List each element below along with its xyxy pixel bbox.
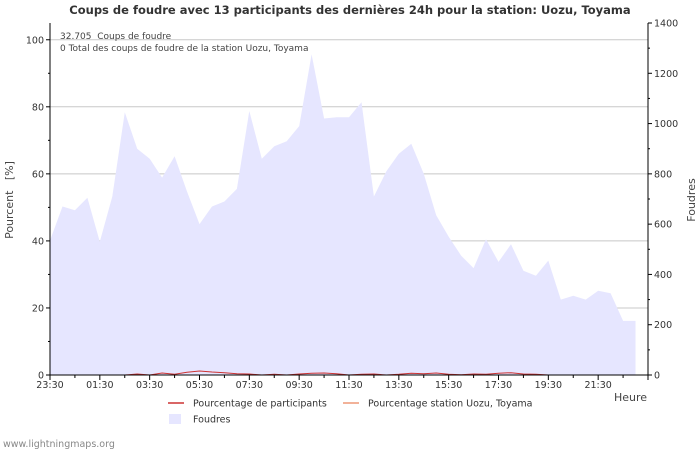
x-tick-label: 19:30	[535, 380, 562, 391]
legend-label: Pourcentage station Uozu, Toyama	[368, 399, 533, 410]
y-axis-label-right: Foudres	[685, 178, 698, 222]
legend-swatch	[169, 414, 181, 424]
legend-item-0: Pourcentage de participants	[168, 399, 327, 410]
x-tick-label: 21:30	[584, 380, 611, 391]
legend-item-2: Foudres	[169, 414, 231, 426]
y-tick-label-left: 80	[32, 102, 44, 113]
y-tick-label-right: 200	[654, 320, 672, 331]
y-tick-label-left: 60	[32, 169, 44, 180]
x-tick-label: 11:30	[335, 380, 362, 391]
y-tick-label-right: 600	[654, 220, 672, 231]
x-tick-label: 23:30	[36, 380, 63, 391]
y-tick-label-left: 0	[38, 371, 44, 382]
footer-watermark: www.lightningmaps.org	[3, 439, 115, 450]
legend-item-1: Pourcentage station Uozu, Toyama	[343, 399, 533, 410]
y-tick-label-right: 0	[654, 371, 660, 382]
x-tick-label: 05:30	[186, 380, 213, 391]
y-tick-label-right: 1000	[654, 119, 678, 130]
x-tick-label: 17:30	[485, 380, 512, 391]
y-tick-label-right: 1200	[654, 69, 678, 80]
y-tick-label-left: 100	[26, 35, 44, 46]
y-tick-label-right: 1400	[654, 19, 678, 30]
y-axis-label-left: Pourcent [%]	[3, 161, 16, 239]
x-axis-label: Heure	[614, 391, 647, 404]
annotation-strikes: 32.705 Coups de foudre	[60, 32, 172, 42]
legend-label: Foudres	[193, 415, 231, 426]
series-foudres-area	[50, 54, 636, 376]
y-tick-label-right: 400	[654, 270, 672, 281]
annotation-station-total: 0 Total des coups de foudre de la statio…	[60, 44, 308, 54]
x-tick-label: 07:30	[236, 380, 263, 391]
y-tick-label-right: 800	[654, 169, 672, 180]
x-tick-label: 09:30	[285, 380, 312, 391]
x-tick-label: 01:30	[86, 380, 113, 391]
x-tick-label: 15:30	[435, 380, 462, 391]
y-tick-label-left: 40	[32, 236, 44, 247]
y-tick-label-left: 20	[32, 303, 44, 314]
chart-title: Coups de foudre avec 13 participants des…	[69, 3, 630, 17]
x-tick-label: 13:30	[385, 380, 412, 391]
legend-label: Pourcentage de participants	[193, 399, 327, 410]
x-tick-label: 03:30	[136, 380, 163, 391]
